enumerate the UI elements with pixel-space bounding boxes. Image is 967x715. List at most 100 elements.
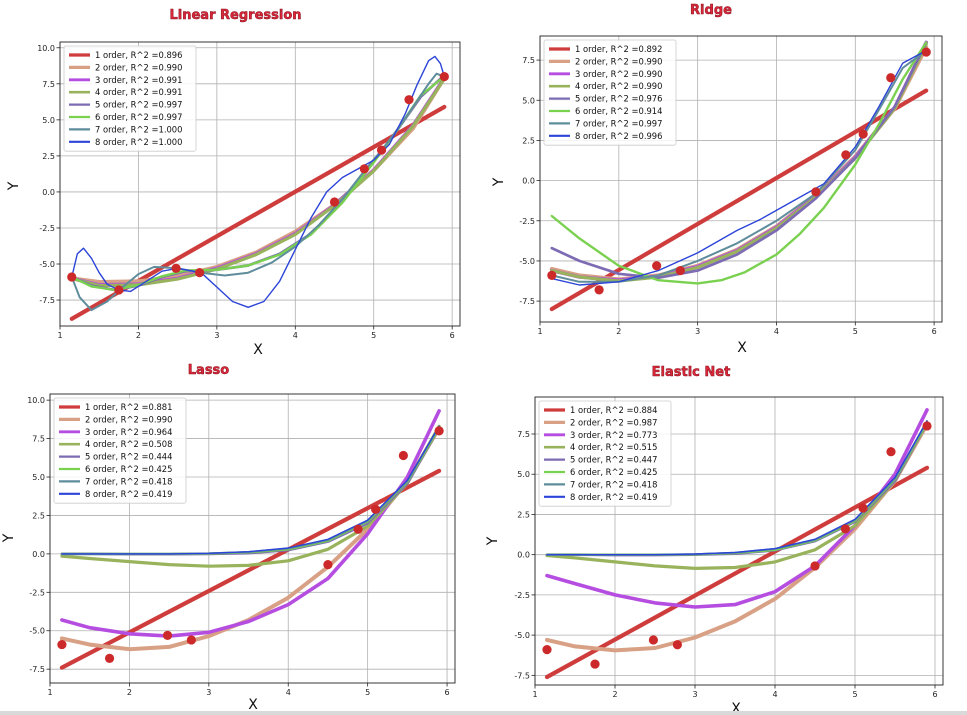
axes-frame <box>49 393 456 684</box>
x-tick-label: 3 <box>206 688 211 697</box>
legend-entry: 6 order, R^2 =0.914 <box>575 106 662 116</box>
legend-entry: 5 order, R^2 =0.997 <box>95 100 182 110</box>
series-line-8-order <box>546 420 928 556</box>
x-tick-label: 1 <box>47 688 52 697</box>
data-point <box>67 272 77 282</box>
series-line-6-order <box>550 41 928 285</box>
y-tick-label: 7.5 <box>522 56 535 65</box>
data-point <box>376 145 387 155</box>
data-point <box>439 71 449 82</box>
axes-frame <box>59 41 461 327</box>
y-tick-label: -5.0 <box>519 257 535 266</box>
data-point <box>57 639 67 650</box>
chart-panel-lasso: Lasso 1 2 3 4 5 6 -7.5 -5.0 -2.5 0.0 2.5 5.0 7.5 10.0… <box>0 357 483 711</box>
y-tick-label: -5.0 <box>29 627 45 636</box>
x-tick-label: 6 <box>932 690 937 699</box>
legend-entry: 6 order, R^2 =0.425 <box>85 464 172 474</box>
legend-entry: 5 order, R^2 =0.976 <box>575 94 662 104</box>
chart-panel-linear-regression: Linear Regression 1 2 3 4 5 6 -7.5 -5.0 -2.5 0.0 2… <box>0 0 483 357</box>
x-tick-label: 1 <box>532 690 537 699</box>
data-point <box>434 426 444 436</box>
series-line-4-order <box>545 421 929 570</box>
y-tick-label: -5.0 <box>514 631 530 640</box>
data-point <box>922 421 932 431</box>
axes-frame <box>539 35 943 323</box>
legend: 1 order, R^2 =0.884 2 order, R^2 =0.987 3 … <box>538 400 672 507</box>
chart-title: Linear Regression <box>169 8 302 24</box>
legend-entry: 8 order, R^2 =0.996 <box>575 131 662 141</box>
legend-box <box>63 45 197 152</box>
data-point <box>370 504 381 514</box>
legend-entry: 2 order, R^2 =0.990 <box>95 62 182 72</box>
legend-entry: 2 order, R^2 =0.987 <box>570 417 657 427</box>
y-tick-label: -7.5 <box>519 297 535 306</box>
chart-title: Lasso <box>187 363 230 379</box>
series-group <box>57 409 444 670</box>
data-point <box>590 659 600 669</box>
data-point <box>171 263 181 273</box>
legend-entry: 8 order, R^2 =1.000 <box>95 137 182 147</box>
x-tick-label: 5 <box>365 688 370 697</box>
y-tick-label: -2.5 <box>29 588 45 597</box>
x-tick-label: 4 <box>774 327 779 336</box>
data-point <box>810 561 820 571</box>
legend-box <box>538 400 672 507</box>
y-tick-label: 2.5 <box>42 152 55 161</box>
legend-entry: 7 order, R^2 =1.000 <box>95 124 182 134</box>
axes-frame <box>534 396 944 686</box>
legend-box <box>543 39 677 146</box>
legend-entry: 3 order, R^2 =0.964 <box>85 427 172 437</box>
legend-entry: 8 order, R^2 =0.419 <box>570 492 657 502</box>
x-tick-label: 1 <box>537 327 542 336</box>
y-tick-label: 2.5 <box>517 510 530 519</box>
data-point <box>672 640 682 650</box>
data-point <box>858 503 868 513</box>
chart-svg: 1 2 3 4 5 6 -7.5 -5.0 -2.5 0.0 2.5 5.0 7.5 10.0 1 orde… <box>1 393 456 711</box>
legend: 1 order, R^2 =0.896 2 order, R^2 =0.990 3 … <box>63 45 197 152</box>
x-tick-label: 6 <box>450 331 455 340</box>
data-point <box>404 95 414 105</box>
x-tick-label: 3 <box>692 690 697 699</box>
x-tick-label: 2 <box>616 327 621 336</box>
chart-svg: 1 2 3 4 5 6 -7.5 -5.0 -2.5 0.0 2.5 5.0 7.5 10.0 1 orde… <box>6 41 461 357</box>
x-tick-label: 2 <box>127 688 132 697</box>
x-tick-label: 5 <box>852 690 857 699</box>
data-point <box>652 261 662 271</box>
legend-entry: 2 order, R^2 =0.990 <box>85 414 172 424</box>
x-axis-label: X <box>737 340 747 356</box>
series-group <box>542 408 932 680</box>
legend-entry: 1 order, R^2 =0.892 <box>575 44 662 54</box>
series-line-8-order <box>71 55 445 308</box>
x-tick-label: 4 <box>286 688 291 697</box>
x-tick-label: 5 <box>853 327 858 336</box>
data-point <box>841 150 851 160</box>
y-axis-label: Y <box>491 177 507 187</box>
y-tick-label: -7.5 <box>39 296 55 305</box>
legend-entry: 3 order, R^2 =0.773 <box>570 430 657 440</box>
x-tick-label: 6 <box>445 688 450 697</box>
legend-entry: 3 order, R^2 =0.991 <box>95 75 182 85</box>
y-tick-label: 7.5 <box>42 80 55 89</box>
series-line-4-order <box>60 424 441 568</box>
x-tick-label: 4 <box>293 331 298 340</box>
y-tick-label: 0.0 <box>42 188 55 197</box>
legend-entry: 1 order, R^2 =0.881 <box>85 402 172 412</box>
data-point <box>594 285 604 295</box>
x-tick-label: 5 <box>371 331 376 340</box>
legend-entry: 6 order, R^2 =0.997 <box>95 112 182 122</box>
data-point <box>858 129 868 139</box>
data-point <box>811 187 821 197</box>
y-tick-label: 2.5 <box>32 511 45 520</box>
data-point <box>921 47 931 57</box>
y-tick-label: 7.5 <box>32 435 45 444</box>
y-tick-label: -7.5 <box>514 671 530 680</box>
legend: 1 order, R^2 =0.892 2 order, R^2 =0.990 3 … <box>543 39 677 146</box>
legend-entry: 1 order, R^2 =0.896 <box>95 50 182 60</box>
bottom-bar <box>0 711 967 715</box>
data-point <box>195 268 205 278</box>
legend-entry: 7 order, R^2 =0.997 <box>575 118 662 128</box>
legend-entry: 3 order, R^2 =0.990 <box>575 69 662 79</box>
data-point <box>886 447 896 457</box>
legend-entry: 4 order, R^2 =0.508 <box>85 439 172 449</box>
data-point <box>359 164 369 174</box>
